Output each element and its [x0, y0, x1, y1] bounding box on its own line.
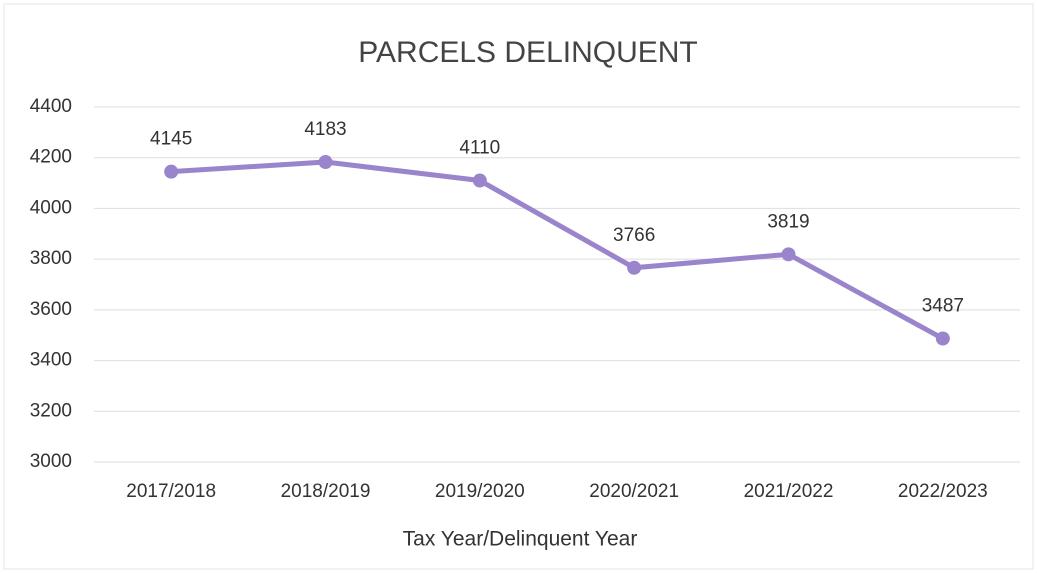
data-point [164, 164, 179, 179]
y-tick-label: 3200 [30, 400, 72, 421]
data-point [781, 247, 796, 262]
x-tick-label: 2021/2022 [744, 481, 834, 502]
y-tick-label: 4200 [30, 147, 72, 168]
x-axis-label: Tax Year/Delinquent Year [403, 528, 638, 551]
data-label: 4183 [304, 119, 346, 140]
data-point [627, 260, 642, 275]
data-label: 3766 [613, 225, 655, 246]
x-tick-label: 2017/2018 [126, 481, 216, 502]
chart-frame [3, 3, 1034, 570]
data-label: 3819 [767, 211, 809, 232]
x-tick-label: 2019/2020 [435, 481, 525, 502]
data-point [935, 331, 950, 346]
data-label: 3487 [922, 296, 964, 317]
data-label: 4110 [459, 138, 500, 159]
x-tick-label: 2022/2023 [898, 481, 988, 502]
data-point [318, 155, 333, 170]
data-label: 4145 [150, 129, 192, 150]
y-tick-label: 3600 [30, 299, 72, 320]
y-tick-label: 3800 [30, 248, 72, 269]
x-tick-label: 2020/2021 [589, 481, 679, 502]
y-tick-label: 4000 [30, 197, 72, 218]
y-tick-label: 4400 [30, 96, 72, 117]
x-tick-label: 2018/2019 [281, 481, 371, 502]
y-tick-label: 3000 [30, 451, 72, 472]
chart-title: PARCELS DELINQUENT [358, 36, 698, 69]
data-point [472, 173, 487, 188]
series-line [171, 159, 945, 341]
y-tick-label: 3400 [30, 350, 72, 371]
